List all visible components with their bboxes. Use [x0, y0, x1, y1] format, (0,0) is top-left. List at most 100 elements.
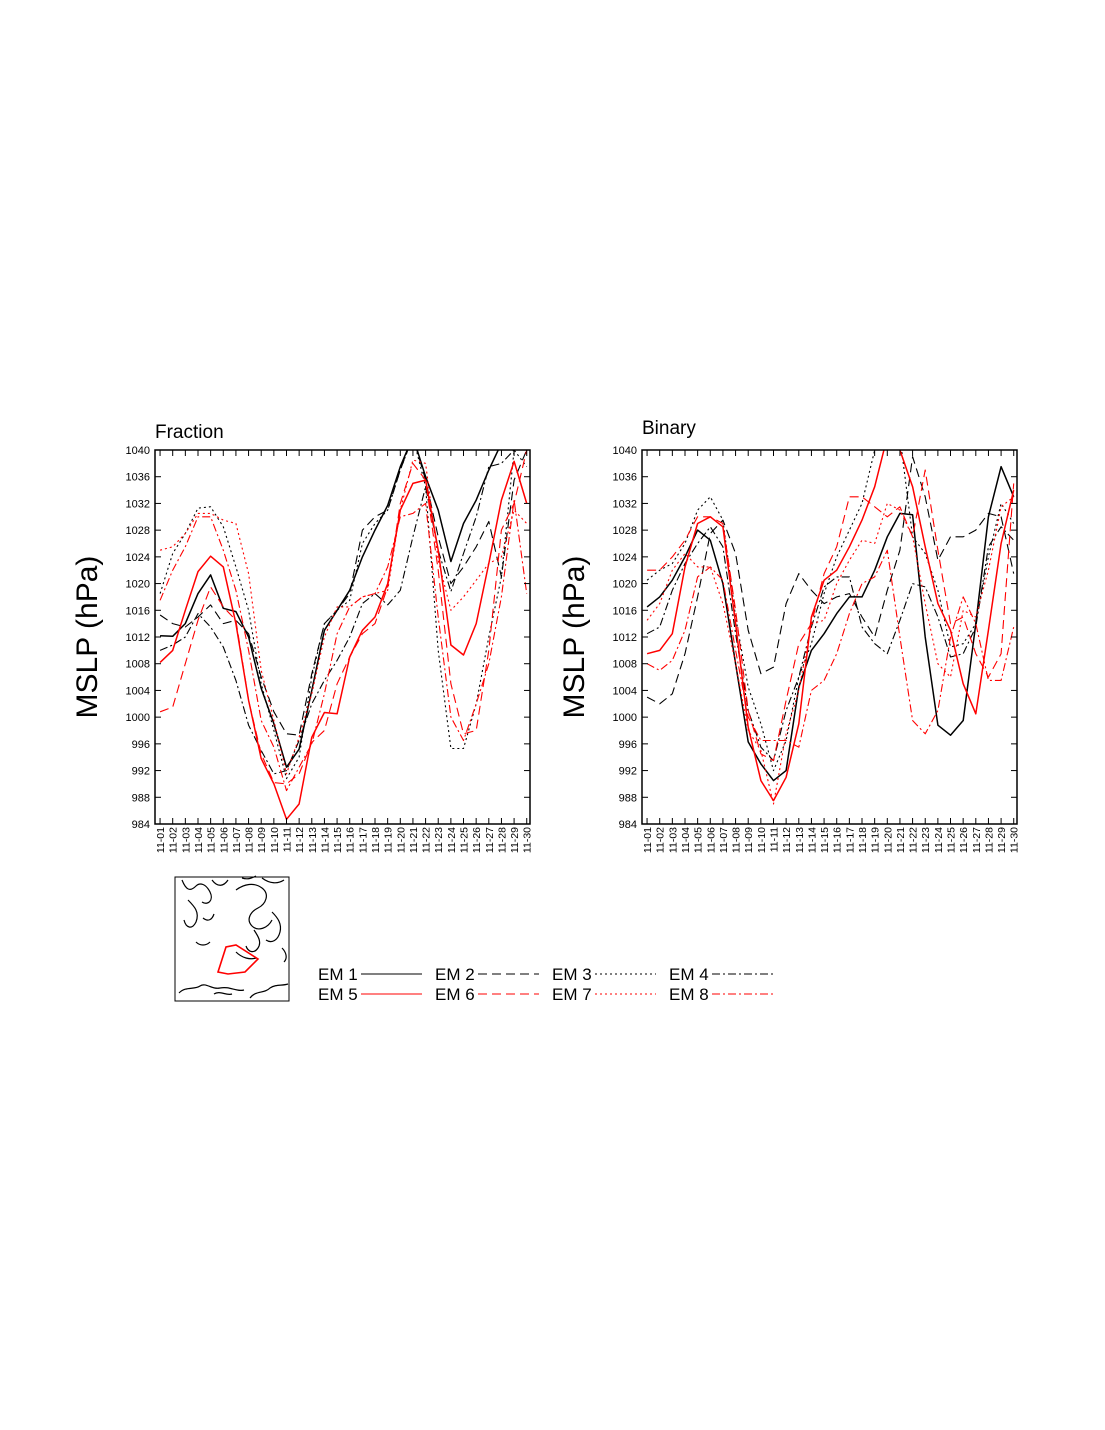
legend-label-em-6: EM 6: [435, 985, 475, 1004]
x-tick-label: 11-03: [180, 827, 192, 853]
x-tick-label: 11-14: [806, 827, 818, 853]
chart-title: Fraction: [155, 422, 224, 443]
x-tick-label: 11-25: [459, 827, 471, 853]
x-tick-label: 11-05: [206, 827, 218, 853]
x-tick-label: 11-23: [920, 827, 932, 853]
x-tick-label: 11-05: [693, 827, 705, 853]
y-tick-label: 984: [619, 819, 637, 831]
x-tick-label: 11-22: [908, 827, 920, 853]
x-tick-label: 11-06: [705, 827, 717, 853]
y-tick-label: 1040: [613, 445, 637, 457]
x-tick-label: 11-01: [642, 827, 654, 853]
x-tick-label: 11-08: [731, 827, 743, 853]
x-tick-label: 11-10: [269, 827, 281, 853]
y-tick-label: 1004: [126, 685, 150, 697]
y-tick-label: 996: [619, 739, 637, 751]
y-tick-label: 1040: [126, 445, 150, 457]
series-group: [646, 450, 1015, 805]
y-tick-label: 1012: [613, 632, 637, 644]
plot-area: 984 988 992 996 1000 1004 1008 1012 1016 1020 1024…: [613, 445, 1021, 853]
plot-frame: [641, 449, 1018, 825]
x-tick-label: 11-12: [294, 827, 306, 853]
y-tick-label: 988: [619, 792, 637, 804]
legend-label-em-5: EM 5: [318, 985, 358, 1004]
series-line-em-7: [646, 496, 1015, 805]
legend-label-em-3: EM 3: [552, 965, 592, 984]
series-line-em-6: [647, 469, 1015, 762]
x-tick-label: 11-17: [844, 827, 856, 853]
x-tick-label: 11-18: [857, 827, 869, 853]
x-tick-label: 11-02: [655, 827, 667, 853]
x-tick-label: 11-21: [408, 827, 420, 853]
x-tick-label: 11-19: [383, 827, 395, 853]
y-tick-label: 1036: [126, 472, 150, 484]
chart-title: Binary: [642, 418, 696, 439]
x-tick-label: 11-27: [484, 827, 496, 853]
x-tick-label: 11-18: [370, 827, 382, 853]
x-tick-label: 11-28: [496, 827, 508, 853]
series-line-em-1: [160, 450, 500, 768]
x-tick-label: 11-07: [231, 827, 243, 853]
x-tick-label: 11-29: [509, 827, 521, 853]
x-tick-label: 11-03: [667, 827, 679, 853]
x-tick-label: 11-26: [471, 827, 483, 853]
x-tick-label: 11-28: [983, 827, 995, 853]
region-map-icon: [174, 875, 290, 1002]
x-tick-label: 11-07: [718, 827, 730, 853]
y-tick-label: 1008: [613, 659, 637, 671]
series-line-em-8: [646, 549, 1015, 748]
y-tick-label: 1032: [613, 498, 637, 510]
region-outline: [216, 944, 260, 975]
x-tick-label: 11-01: [155, 827, 167, 853]
x-tick-label: 11-09: [256, 827, 268, 853]
x-tick-label: 11-24: [446, 827, 458, 853]
x-tick-label: 11-23: [433, 827, 445, 853]
x-tick-label: 11-06: [218, 827, 230, 853]
x-tick-label: 11-30: [1009, 827, 1021, 853]
legend-label-em-1: EM 1: [318, 965, 358, 984]
x-tick-label: 11-16: [832, 827, 844, 853]
x-tick-label: 11-11: [281, 827, 293, 852]
y-tick-label: 1012: [126, 632, 150, 644]
x-tick-label: 11-21: [895, 827, 907, 853]
x-tick-label: 11-04: [193, 827, 205, 853]
x-tick-label: 11-17: [357, 827, 369, 853]
legend-label-em-4: EM 4: [669, 965, 709, 984]
x-tick-label: 11-19: [870, 827, 882, 853]
x-tick-label: 11-29: [996, 827, 1008, 853]
y-tick-label: 1020: [126, 579, 150, 591]
x-tick-label: 11-20: [882, 827, 894, 853]
x-tick-label: 11-15: [819, 827, 831, 853]
y-axis-label: MSLP (hPa): [558, 556, 591, 719]
legend: EM 1 EM 2 EM 3 EM 4 EM 5 EM 6 EM 7 EM 8: [318, 965, 773, 1004]
coastline: [178, 875, 289, 999]
x-tick-label: 11-09: [743, 827, 755, 853]
y-axis-label: MSLP (hPa): [71, 556, 104, 719]
x-tick-label: 11-12: [781, 827, 793, 853]
y-tick-label: 1016: [613, 605, 637, 617]
plot-area: 984 988 992 996 1000 1004 1008 1012 1016 1020 1024…: [126, 445, 534, 853]
x-tick-label: 11-13: [307, 827, 319, 853]
x-tick-label: 11-14: [319, 827, 331, 853]
x-tick-label: 11-30: [522, 827, 534, 853]
series-line-em-2: [159, 450, 528, 736]
x-tick-label: 11-26: [958, 827, 970, 853]
x-tick-label: 11-15: [332, 827, 344, 853]
y-tick-label: 1016: [126, 605, 150, 617]
x-tick-label: 11-16: [345, 827, 357, 853]
x-tick-label: 11-13: [794, 827, 806, 853]
series-line-em-3: [646, 450, 1015, 772]
legend-label-em-8: EM 8: [669, 985, 709, 1004]
chart-panel-binary: Binary MSLP (hPa) 984 988 992 996 1000 1004 10…: [558, 418, 1021, 853]
series-line-em-5: [159, 460, 528, 821]
x-tick-label: 11-20: [395, 827, 407, 853]
y-tick-label: 1028: [613, 525, 637, 537]
y-tick-label: 992: [619, 766, 637, 778]
y-tick-label: 1008: [126, 659, 150, 671]
x-tick-label: 11-04: [680, 827, 692, 853]
y-tick-label: 996: [132, 739, 150, 751]
y-tick-label: 1032: [126, 498, 150, 510]
y-tick-label: 1004: [613, 685, 637, 697]
y-tick-label: 1024: [613, 552, 637, 564]
